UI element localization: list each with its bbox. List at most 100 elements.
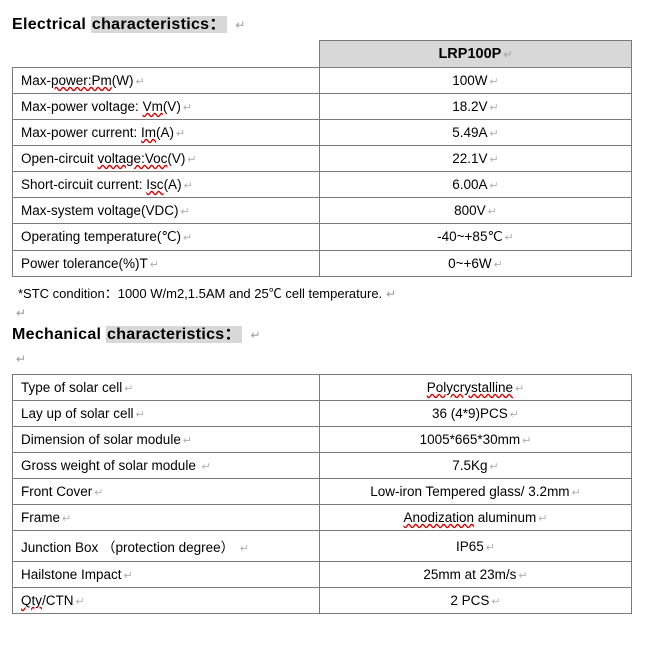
cell-mark-icon: ↵ xyxy=(181,102,192,114)
spec-label: Max-system voltage(VDC)↵ xyxy=(13,198,320,224)
cell-mark-icon: ↵ xyxy=(174,128,185,140)
electrical-heading-plain: Electrical xyxy=(12,16,91,33)
table-row: Max-system voltage(VDC)↵800V↵ xyxy=(13,198,632,224)
blank-line: ↵ xyxy=(12,304,637,320)
cell-mark-icon: ↵ xyxy=(182,180,193,192)
cell-mark-icon: ↵ xyxy=(185,154,196,166)
mechanical-heading-row: Mechanical characteristics： ↵ xyxy=(12,320,637,344)
cell-mark-icon: ↵ xyxy=(92,487,103,499)
blank-line: ↵ xyxy=(12,350,637,366)
electrical-table-body: Max-power:Pm(W)↵100W↵Max-power voltage: … xyxy=(13,68,632,277)
electrical-table: LRP100P↵ Max-power:Pm(W)↵100W↵Max-power … xyxy=(12,40,632,277)
spec-value: 22.1V↵ xyxy=(320,146,632,172)
spec-value: -40~+85℃↵ xyxy=(320,224,632,251)
cell-mark-icon: ↵ xyxy=(488,154,499,166)
cell-mark-icon: ↵ xyxy=(122,570,133,582)
table-row: Type of solar cell↵Polycrystalline↵ xyxy=(13,375,632,401)
spec-value: 0~+6W↵ xyxy=(320,251,632,277)
electrical-heading: Electrical characteristics： xyxy=(12,16,231,33)
cell-mark-icon: ↵ xyxy=(488,461,499,473)
cell-mark-icon: ↵ xyxy=(536,513,547,525)
spec-label: Hailstone Impact↵ xyxy=(13,562,320,588)
spec-label: Junction Box （protection degree） ↵ xyxy=(13,531,320,562)
table-row: Max-power:Pm(W)↵100W↵ xyxy=(13,68,632,94)
electrical-heading-highlight: characteristics： xyxy=(91,16,227,33)
cell-mark-icon: ↵ xyxy=(570,487,581,499)
spec-value: 6.00A↵ xyxy=(320,172,632,198)
para-mark-icon: ↵ xyxy=(12,306,26,320)
cell-mark-icon: ↵ xyxy=(486,206,497,218)
spec-label: Front Cover↵ xyxy=(13,479,320,505)
cell-mark-icon: ↵ xyxy=(503,232,514,244)
cell-mark-icon: ↵ xyxy=(488,128,499,140)
para-mark-icon: ↵ xyxy=(12,352,26,366)
table-row: Junction Box （protection degree） ↵IP65↵ xyxy=(13,531,632,562)
para-mark-icon: ↵ xyxy=(382,287,396,301)
spec-label: Max-power:Pm(W)↵ xyxy=(13,68,320,94)
cell-mark-icon: ↵ xyxy=(60,513,71,525)
cell-mark-icon: ↵ xyxy=(200,461,211,473)
stc-footnote: *STC condition：1000 W/m2,1.5AM and 25℃ c… xyxy=(12,279,637,304)
cell-mark-icon: ↵ xyxy=(513,383,524,395)
table-row: Frame↵Anodization aluminum↵ xyxy=(13,505,632,531)
spec-label: Dimension of solar module↵ xyxy=(13,427,320,453)
mechanical-table: Type of solar cell↵Polycrystalline↵Lay u… xyxy=(12,374,632,614)
spacer xyxy=(12,366,637,372)
spec-label: Lay up of solar cell↵ xyxy=(13,401,320,427)
cell-mark-icon: ↵ xyxy=(238,543,249,555)
cell-mark-icon: ↵ xyxy=(489,596,500,608)
model-header-text: LRP100P xyxy=(438,46,501,62)
spec-label: Power tolerance(%)T↵ xyxy=(13,251,320,277)
cell-mark-icon: ↵ xyxy=(134,409,145,421)
spec-label: Max-power voltage: Vm(V)↵ xyxy=(13,94,320,120)
blank-header-cell xyxy=(13,41,320,68)
spec-value: 25mm at 23m/s↵ xyxy=(320,562,632,588)
cell-mark-icon: ↵ xyxy=(492,259,503,271)
cell-mark-icon: ↵ xyxy=(508,409,519,421)
spec-sheet-page: Electrical characteristics： ↵ LRP100P↵ M… xyxy=(0,0,649,636)
model-header-cell: LRP100P↵ xyxy=(320,41,632,68)
table-row: Max-power current: Im(A)↵5.49A↵ xyxy=(13,120,632,146)
mechanical-heading: Mechanical characteristics： xyxy=(12,326,247,343)
mechanical-table-body: Type of solar cell↵Polycrystalline↵Lay u… xyxy=(13,375,632,614)
cell-mark-icon: ↵ xyxy=(488,76,499,88)
spec-label: Gross weight of solar module ↵ xyxy=(13,453,320,479)
para-mark-icon: ↵ xyxy=(247,328,261,342)
cell-mark-icon: ↵ xyxy=(148,259,159,271)
spec-label: Max-power current: Im(A)↵ xyxy=(13,120,320,146)
spec-value: 36 (4*9)PCS↵ xyxy=(320,401,632,427)
cell-mark-icon: ↵ xyxy=(181,232,192,244)
table-row: Dimension of solar module↵1005*665*30mm↵ xyxy=(13,427,632,453)
stc-footnote-text: *STC condition：1000 W/m2,1.5AM and 25℃ c… xyxy=(18,286,382,301)
spec-label: Short-circuit current: Isc(A)↵ xyxy=(13,172,320,198)
table-row: Gross weight of solar module ↵7.5Kg↵ xyxy=(13,453,632,479)
para-mark-icon: ↵ xyxy=(231,18,245,32)
table-row: Front Cover↵Low-iron Tempered glass/ 3.2… xyxy=(13,479,632,505)
cell-mark-icon: ↵ xyxy=(501,49,512,61)
cell-mark-icon: ↵ xyxy=(179,206,190,218)
cell-mark-icon: ↵ xyxy=(488,102,499,114)
spec-value: 5.49A↵ xyxy=(320,120,632,146)
spec-label: Qty/CTN↵ xyxy=(13,588,320,614)
spec-value: 7.5Kg↵ xyxy=(320,453,632,479)
spec-value: 800V↵ xyxy=(320,198,632,224)
cell-mark-icon: ↵ xyxy=(520,435,531,447)
spec-value: Anodization aluminum↵ xyxy=(320,505,632,531)
cell-mark-icon: ↵ xyxy=(74,596,85,608)
spec-value: 2 PCS↵ xyxy=(320,588,632,614)
table-row: Hailstone Impact↵25mm at 23m/s↵ xyxy=(13,562,632,588)
cell-mark-icon: ↵ xyxy=(122,383,133,395)
table-row: Max-power voltage: Vm(V)↵18.2V↵ xyxy=(13,94,632,120)
table-row: Power tolerance(%)T↵0~+6W↵ xyxy=(13,251,632,277)
table-row: Operating temperature(℃)↵-40~+85℃↵ xyxy=(13,224,632,251)
cell-mark-icon: ↵ xyxy=(484,542,495,554)
spec-label: Open-circuit voltage:Voc(V)↵ xyxy=(13,146,320,172)
mechanical-heading-highlight: characteristics： xyxy=(106,326,242,343)
mechanical-heading-plain: Mechanical xyxy=(12,326,106,343)
spec-label: Operating temperature(℃)↵ xyxy=(13,224,320,251)
cell-mark-icon: ↵ xyxy=(488,180,499,192)
electrical-header-row: LRP100P↵ xyxy=(13,41,632,68)
cell-mark-icon: ↵ xyxy=(516,570,527,582)
electrical-heading-row: Electrical characteristics： ↵ xyxy=(12,10,637,34)
spec-value: 1005*665*30mm↵ xyxy=(320,427,632,453)
